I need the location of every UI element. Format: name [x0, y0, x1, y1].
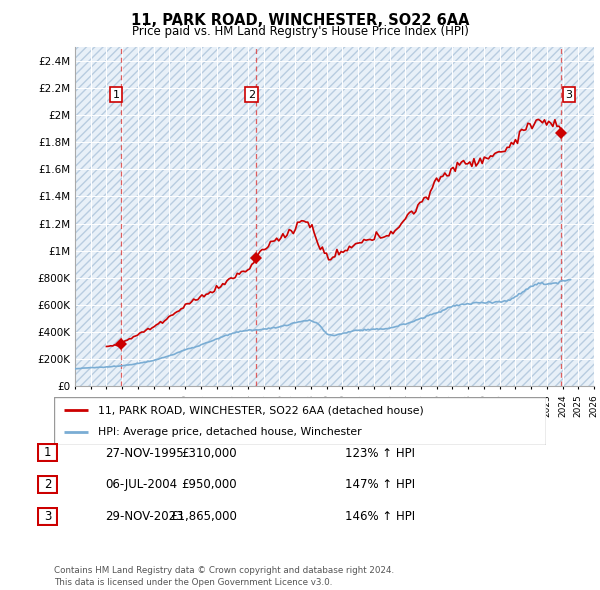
Text: £1,865,000: £1,865,000: [170, 510, 237, 523]
Text: 11, PARK ROAD, WINCHESTER, SO22 6AA: 11, PARK ROAD, WINCHESTER, SO22 6AA: [131, 13, 469, 28]
Text: 06-JUL-2004: 06-JUL-2004: [105, 478, 177, 491]
FancyBboxPatch shape: [38, 476, 56, 493]
Text: 146% ↑ HPI: 146% ↑ HPI: [345, 510, 415, 523]
FancyBboxPatch shape: [54, 397, 546, 445]
Text: HPI: Average price, detached house, Winchester: HPI: Average price, detached house, Winc…: [98, 427, 362, 437]
Text: 123% ↑ HPI: 123% ↑ HPI: [345, 447, 415, 460]
Text: 2: 2: [248, 90, 255, 100]
Text: 1: 1: [44, 446, 51, 459]
FancyBboxPatch shape: [38, 508, 56, 525]
Text: 11, PARK ROAD, WINCHESTER, SO22 6AA (detached house): 11, PARK ROAD, WINCHESTER, SO22 6AA (det…: [98, 405, 424, 415]
FancyBboxPatch shape: [38, 444, 56, 461]
Text: 27-NOV-1995: 27-NOV-1995: [105, 447, 184, 460]
Text: £310,000: £310,000: [181, 447, 237, 460]
Text: 3: 3: [565, 90, 572, 100]
Text: 29-NOV-2023: 29-NOV-2023: [105, 510, 184, 523]
Text: 147% ↑ HPI: 147% ↑ HPI: [345, 478, 415, 491]
Text: 1: 1: [112, 90, 119, 100]
Text: Price paid vs. HM Land Registry's House Price Index (HPI): Price paid vs. HM Land Registry's House …: [131, 25, 469, 38]
Text: £950,000: £950,000: [181, 478, 237, 491]
Text: 2: 2: [44, 478, 51, 491]
Text: Contains HM Land Registry data © Crown copyright and database right 2024.
This d: Contains HM Land Registry data © Crown c…: [54, 566, 394, 587]
Text: 3: 3: [44, 510, 51, 523]
